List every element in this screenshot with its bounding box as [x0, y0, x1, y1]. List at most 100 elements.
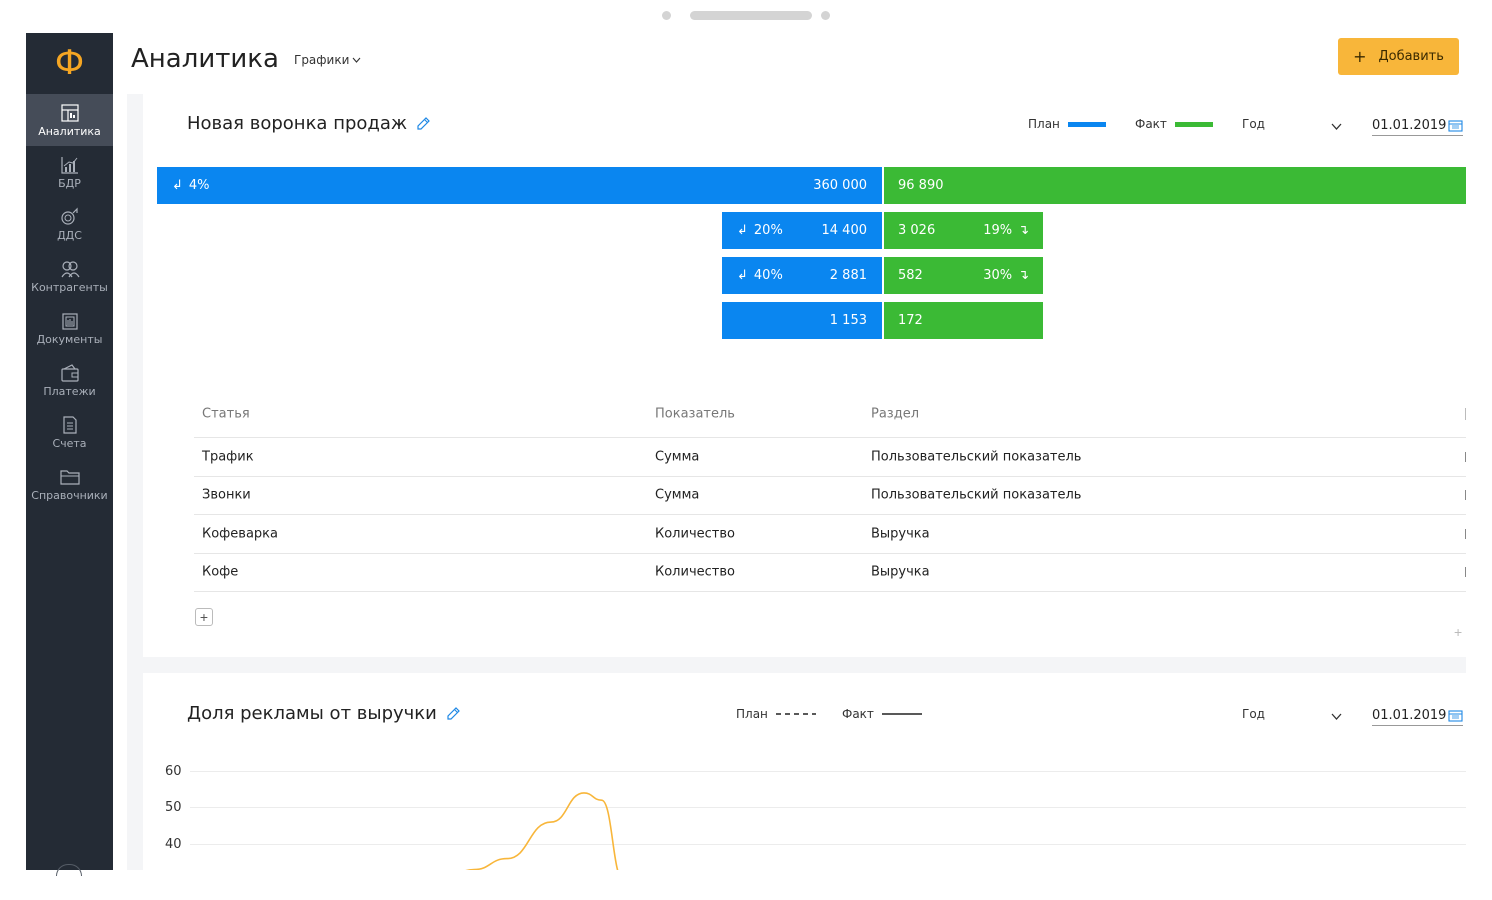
- calendar-icon: [1448, 710, 1463, 722]
- contacts-icon: [60, 260, 80, 277]
- funnel-legend-fact: Факт: [1135, 117, 1213, 131]
- analytics-icon: [60, 103, 79, 122]
- row-edge: [1465, 451, 1466, 462]
- table-row[interactable]: Кофе Количество Выручка: [194, 554, 1466, 592]
- sidebar-item-contractors[interactable]: Контрагенты: [26, 250, 113, 302]
- sidebar-item-label: Справочники: [31, 488, 108, 502]
- column-header-article[interactable]: Статья: [202, 406, 250, 421]
- sidebar-item-directories[interactable]: Справочники: [26, 458, 113, 510]
- table-row[interactable]: Трафик Сумма Пользовательский показатель: [194, 438, 1466, 477]
- column-header-metric[interactable]: Показатель: [655, 406, 735, 421]
- ad-legend-fact: Факт: [842, 707, 922, 721]
- funnel-fact-bar-1[interactable]: 96 890: [884, 167, 1466, 204]
- y-tick-label: 50: [165, 800, 182, 815]
- add-row-button[interactable]: +: [195, 608, 213, 626]
- date-value: 01.01.2019: [1372, 118, 1447, 133]
- sidebar-item-label: Документы: [36, 332, 103, 346]
- charts-dropdown-label: Графики: [294, 53, 350, 67]
- cell-article: Трафик: [202, 449, 254, 465]
- legend-fact-swatch: [1174, 121, 1213, 127]
- funnel-fact-value: 172: [898, 313, 923, 328]
- app-logo[interactable]: Ф: [54, 43, 85, 83]
- legend-plan-label: План: [736, 707, 768, 721]
- ad-title-text: Доля рекламы от выручки: [187, 703, 437, 724]
- funnel-fact-pct: 19% ↴: [983, 223, 1029, 238]
- column-header-section[interactable]: Раздел: [871, 406, 920, 421]
- funnel-plan-pct: ↲ 4%: [172, 178, 210, 193]
- indicator-pill: [690, 11, 812, 20]
- funnel-fact-bar-2[interactable]: 3 026 19% ↴: [884, 212, 1043, 249]
- funnel-plan-value: 360 000: [813, 178, 867, 193]
- sidebar-item-payments[interactable]: Платежи: [26, 354, 113, 406]
- plus-icon: +: [1353, 47, 1367, 66]
- period-select[interactable]: Год: [1242, 117, 1265, 131]
- period-select[interactable]: Год: [1242, 707, 1265, 721]
- date-value: 01.01.2019: [1372, 708, 1447, 723]
- funnel-title-text: Новая воронка продаж: [187, 113, 408, 134]
- funnel-legend-plan: План: [1028, 117, 1106, 131]
- drop-arrow-icon: ↲: [737, 223, 748, 238]
- funnel-fact-bar-3[interactable]: 582 30% ↴: [884, 257, 1043, 294]
- add-column-icon[interactable]: +: [1454, 624, 1463, 640]
- ad-legend-plan: План: [736, 707, 816, 721]
- legend-plan-dashed-swatch: [775, 713, 816, 715]
- sidebar-item-documents[interactable]: Документы: [26, 302, 113, 354]
- cell-metric: Количество: [655, 564, 735, 580]
- user-avatar-icon[interactable]: [56, 864, 82, 876]
- add-button[interactable]: + Добавить: [1338, 38, 1459, 75]
- sidebar-item-label: ДДС: [57, 228, 82, 242]
- sidebar-item-label: Платежи: [43, 384, 96, 398]
- funnel-fact-value: 582: [898, 268, 923, 283]
- charts-dropdown[interactable]: Графики: [294, 53, 361, 67]
- invoice-icon: [62, 415, 77, 434]
- table-row[interactable]: Звонки Сумма Пользовательский показатель: [194, 477, 1466, 515]
- cashflow-icon: [60, 207, 78, 225]
- cell-article: Звонки: [202, 487, 251, 503]
- chevron-down-icon[interactable]: [1331, 123, 1342, 130]
- funnel-plan-value: 14 400: [821, 223, 868, 238]
- date-picker[interactable]: 01.01.2019: [1372, 708, 1464, 726]
- funnel-plan-bar-3[interactable]: ↲ 40% 2 881: [722, 257, 882, 294]
- gridline: [190, 771, 1466, 772]
- funnel-plan-bar-2[interactable]: ↲ 20% 14 400: [722, 212, 882, 249]
- sidebar-item-bdr[interactable]: БДР: [26, 146, 113, 198]
- edit-pencil-icon[interactable]: [415, 116, 431, 132]
- window-indicator: [0, 0, 1492, 32]
- sidebar-item-label: Аналитика: [38, 124, 101, 138]
- table-row[interactable]: Кофеварка Количество Выручка: [194, 515, 1466, 554]
- chevron-down-icon: [352, 57, 361, 63]
- page-title: Аналитика: [131, 44, 279, 74]
- sidebar-item-label: Контрагенты: [31, 280, 108, 294]
- bar-chart-icon: [60, 156, 78, 174]
- chevron-down-icon[interactable]: [1331, 713, 1342, 720]
- sidebar-item-analytics[interactable]: Аналитика: [26, 94, 113, 146]
- calendar-icon: [1448, 120, 1463, 132]
- funnel-plan-pct: ↲ 40%: [737, 268, 783, 283]
- cell-article: Кофеварка: [202, 526, 278, 542]
- cell-section: Выручка: [871, 526, 930, 542]
- sidebar-item-dds[interactable]: ДДС: [26, 198, 113, 250]
- gridline: [190, 807, 1466, 808]
- wallet-icon: [60, 363, 79, 382]
- funnel-plan-bar-4[interactable]: 1 153: [722, 302, 882, 339]
- y-tick-label: 60: [165, 764, 182, 779]
- funnel-plan-bar-1[interactable]: ↲ 4% 360 000: [157, 167, 882, 204]
- legend-fact-label: Факт: [1135, 117, 1167, 131]
- edit-pencil-icon[interactable]: [445, 706, 461, 722]
- ad-card-title: Доля рекламы от выручки: [187, 703, 461, 724]
- legend-fact-solid-swatch: [881, 713, 922, 715]
- funnel-fact-value: 3 026: [898, 223, 936, 238]
- row-edge: [1465, 567, 1466, 578]
- y-tick-label: 40: [165, 837, 182, 852]
- legend-plan-swatch: [1067, 121, 1106, 127]
- funnel-table: Статья Показатель Раздел Трафик Сумма По…: [194, 390, 1466, 592]
- cell-section: Пользовательский показатель: [871, 449, 1082, 465]
- indicator-dot: [821, 11, 830, 20]
- drop-arrow-icon: ↲: [172, 178, 183, 193]
- date-picker[interactable]: 01.01.2019: [1372, 118, 1464, 136]
- funnel-fact-value: 96 890: [898, 178, 944, 193]
- drop-arrow-icon: ↴: [1018, 223, 1029, 238]
- sidebar-item-accounts[interactable]: Счета: [26, 406, 113, 458]
- funnel-fact-bar-4[interactable]: 172: [884, 302, 1043, 339]
- row-edge: [1465, 528, 1466, 539]
